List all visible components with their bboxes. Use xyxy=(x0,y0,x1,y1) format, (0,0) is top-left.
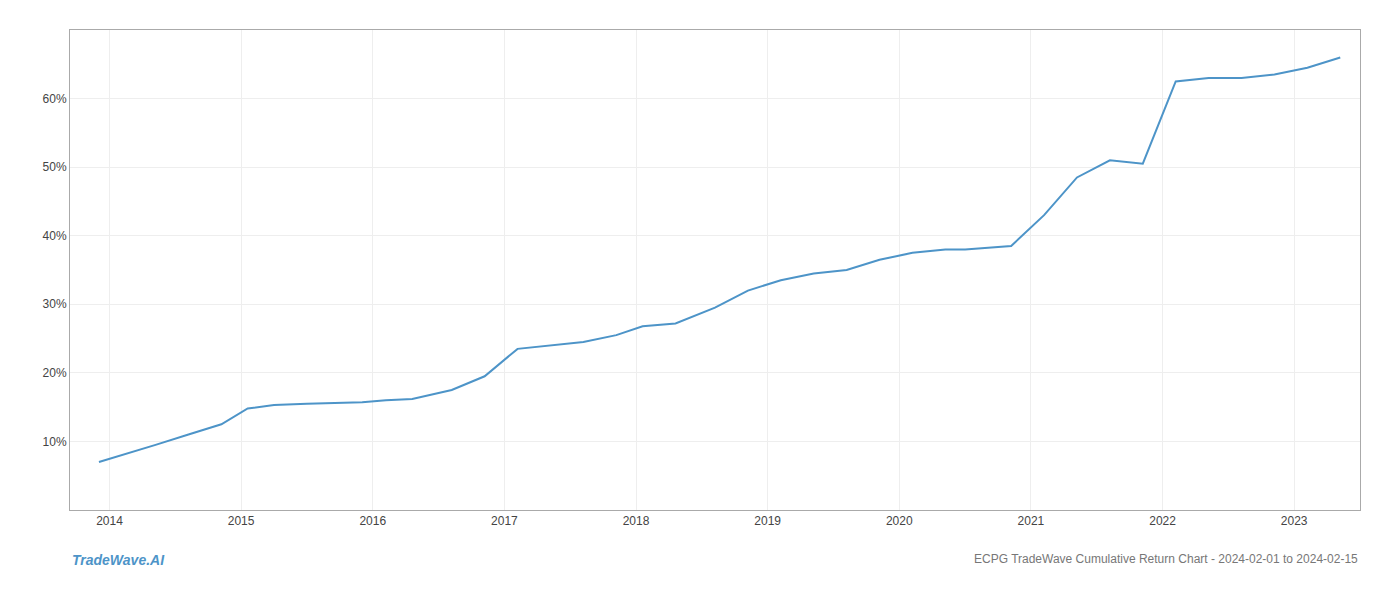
svg-text:40%: 40% xyxy=(43,229,67,243)
svg-text:2015: 2015 xyxy=(228,514,255,528)
svg-text:2019: 2019 xyxy=(754,514,781,528)
svg-text:60%: 60% xyxy=(43,92,67,106)
svg-text:2018: 2018 xyxy=(623,514,650,528)
svg-text:2014: 2014 xyxy=(96,514,123,528)
svg-text:10%: 10% xyxy=(43,435,67,449)
svg-text:TradeWave.AI: TradeWave.AI xyxy=(72,552,165,568)
svg-text:2021: 2021 xyxy=(1018,514,1045,528)
svg-text:ECPG TradeWave Cumulative Retu: ECPG TradeWave Cumulative Return Chart -… xyxy=(974,552,1358,566)
svg-text:20%: 20% xyxy=(43,366,67,380)
svg-text:2016: 2016 xyxy=(359,514,386,528)
svg-text:2023: 2023 xyxy=(1281,514,1308,528)
svg-text:2020: 2020 xyxy=(886,514,913,528)
svg-text:30%: 30% xyxy=(43,297,67,311)
svg-text:2022: 2022 xyxy=(1149,514,1176,528)
svg-text:50%: 50% xyxy=(43,160,67,174)
svg-text:2017: 2017 xyxy=(491,514,518,528)
